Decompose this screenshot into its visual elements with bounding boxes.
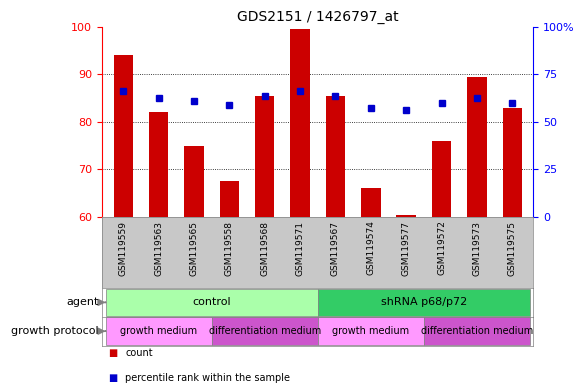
Bar — [184, 146, 203, 217]
Text: percentile rank within the sample: percentile rank within the sample — [125, 373, 290, 383]
Text: GSM119563: GSM119563 — [154, 220, 163, 275]
Text: control: control — [192, 297, 231, 308]
Bar — [424, 317, 530, 345]
Text: agent: agent — [66, 297, 99, 308]
Bar — [318, 289, 530, 316]
Text: GSM119577: GSM119577 — [402, 220, 410, 275]
Text: growth medium: growth medium — [120, 326, 197, 336]
Bar — [361, 189, 381, 217]
Text: GSM119567: GSM119567 — [331, 220, 340, 275]
Bar — [220, 181, 239, 217]
Text: differentiation medium: differentiation medium — [421, 326, 533, 336]
Text: ■: ■ — [108, 348, 117, 358]
Title: GDS2151 / 1426797_at: GDS2151 / 1426797_at — [237, 10, 399, 25]
Text: shRNA p68/p72: shRNA p68/p72 — [381, 297, 467, 308]
Bar — [114, 55, 133, 217]
Bar — [396, 215, 416, 217]
Text: GSM119559: GSM119559 — [119, 220, 128, 275]
Bar — [290, 29, 310, 217]
Bar — [432, 141, 451, 217]
Text: ■: ■ — [108, 373, 117, 383]
Text: GSM119575: GSM119575 — [508, 220, 517, 275]
Text: GSM119571: GSM119571 — [296, 220, 304, 275]
Text: GSM119572: GSM119572 — [437, 220, 446, 275]
Bar — [318, 317, 424, 345]
Bar — [467, 77, 487, 217]
Text: GSM119568: GSM119568 — [260, 220, 269, 275]
Text: count: count — [125, 348, 153, 358]
Bar — [106, 289, 318, 316]
Bar — [149, 113, 168, 217]
Text: GSM119573: GSM119573 — [472, 220, 482, 275]
Text: growth protocol: growth protocol — [12, 326, 99, 336]
Text: GSM119558: GSM119558 — [225, 220, 234, 275]
Text: growth medium: growth medium — [332, 326, 409, 336]
Bar — [106, 317, 212, 345]
Text: GSM119565: GSM119565 — [189, 220, 198, 275]
Text: GSM119574: GSM119574 — [366, 220, 375, 275]
Bar — [326, 96, 345, 217]
Bar — [255, 96, 275, 217]
Bar — [503, 108, 522, 217]
Bar — [212, 317, 318, 345]
Text: differentiation medium: differentiation medium — [209, 326, 321, 336]
